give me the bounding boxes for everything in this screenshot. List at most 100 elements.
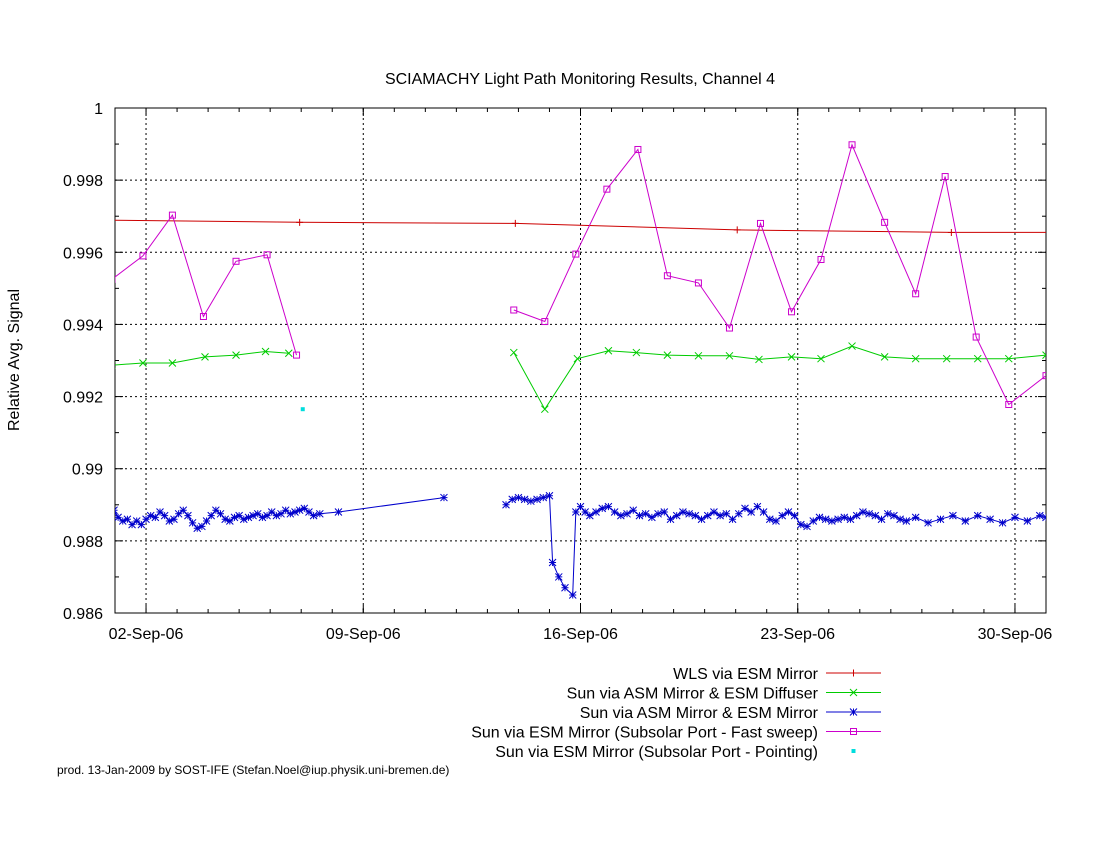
data-point [697,515,706,524]
data-point [936,515,945,524]
data-point [225,517,234,525]
data-point [848,342,856,350]
data-point [118,517,127,525]
data-point [502,500,510,509]
data-point [691,511,700,520]
data-point [1023,517,1032,525]
data-point [961,517,970,525]
data-point [840,513,849,522]
data-point [139,359,147,367]
data-point [561,583,569,592]
y-tick-label: 0.996 [63,245,103,262]
data-point [817,256,825,263]
data-point [585,511,594,520]
data-point [1005,401,1013,409]
data-point [725,324,733,332]
data-point [871,511,880,520]
y-tick-label: 0.988 [63,534,103,551]
data-point [616,511,625,520]
data-point [573,354,582,363]
y-tick-label: 0.998 [63,173,103,190]
data-point [598,504,607,513]
data-point [796,520,805,529]
data-point [291,508,299,516]
data-point [972,333,980,341]
data-point [778,511,787,520]
data-point [548,558,557,567]
data-point [635,511,644,520]
data-point [865,509,873,518]
data-point [202,517,211,525]
data-point [911,354,920,363]
data-point [244,513,253,522]
data-point [520,495,529,504]
data-point [258,513,267,522]
data-point [540,405,549,414]
data-point [115,513,122,522]
data-point [139,252,147,260]
data-point [115,361,116,370]
data-point [772,517,780,525]
data-point [137,520,146,529]
axis-ticks: 02-Sep-06 09-Sep-06 16-Sep-06 23-Sep-06 30-S… [63,101,1052,643]
data-point [572,250,580,258]
data-point [924,518,932,527]
data-point [654,509,662,518]
data-point [212,506,220,515]
data-point [592,508,600,516]
data-point [788,308,796,316]
data-point [284,349,293,358]
data-point [759,508,768,516]
data-point [230,513,239,522]
legend-label: Sun via ASM Mirror & ESM Diffuser [567,686,819,703]
data-point [201,353,209,361]
data-point [541,318,549,326]
data-point [168,359,177,367]
data-point [263,511,271,520]
data-point [809,517,818,525]
data-point [115,506,118,515]
legend-label: Sun via ESM Mirror (Subsolar Port - Fast… [471,725,818,742]
series-line [115,350,289,366]
grid-lines [115,107,1046,614]
data-point [156,508,164,516]
data-point [817,354,825,363]
data-point [703,511,712,520]
data-point [679,508,687,516]
data-point [648,513,656,522]
data-point [296,218,304,226]
data-point [610,508,619,516]
data-point [1042,513,1046,522]
series-2 [115,491,1046,599]
data-point [188,518,197,527]
data-point [666,515,675,524]
legend-swatch-marker [851,749,856,753]
data-point [725,351,734,360]
data-point [911,513,920,522]
data-point [300,504,309,513]
data-point [263,251,271,259]
data-point [261,347,270,356]
data-point [207,511,216,520]
data-point [734,509,743,518]
data-point [170,515,178,524]
data-point [309,511,318,520]
legend-swatch-marker [849,688,858,697]
data-point [123,515,132,524]
series-3 [115,141,1046,409]
legend-label: Sun via ESM Mirror (Subsolar Port - Poin… [495,744,818,761]
data-point [859,508,867,516]
data-point [193,524,202,533]
data-point [554,573,563,581]
data-point [128,520,136,529]
data-point [716,511,725,520]
data-point [179,506,188,515]
data-point [896,515,904,524]
data-point [710,508,718,516]
data-point [660,508,669,516]
data-point [281,506,290,515]
data-point [526,497,535,506]
data-point [834,515,842,524]
data-point [973,511,982,520]
legend-label: WLS via ESM Mirror [673,666,819,683]
